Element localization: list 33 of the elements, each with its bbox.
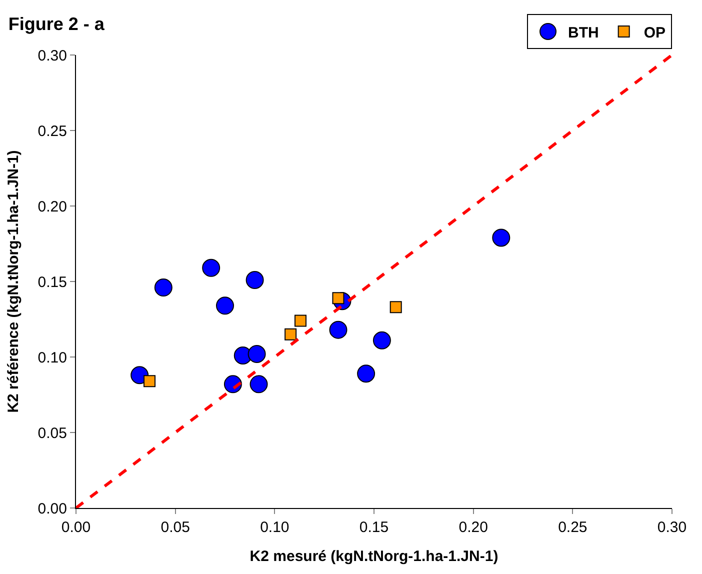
y-tick-label: 0.20 <box>38 198 67 216</box>
point <box>144 375 156 388</box>
point <box>492 228 510 247</box>
point <box>284 328 297 340</box>
y-tick-label: 0.00 <box>38 500 67 518</box>
y-axis-title: K2 référence (kgN.tNorg-1.ha-1.JN-1) <box>5 150 22 413</box>
point <box>372 331 391 350</box>
point <box>248 344 266 363</box>
point <box>357 364 376 383</box>
y-tick-label: 0.10 <box>38 349 67 366</box>
x-tick-label: 0.30 <box>657 519 687 536</box>
point <box>154 278 172 297</box>
legend-label: BTH <box>568 24 599 42</box>
point <box>390 301 402 314</box>
y-tick-label: 0.05 <box>38 424 67 442</box>
legend-label: OP <box>644 24 666 42</box>
x-tick-label: 0.10 <box>260 519 290 536</box>
point <box>216 296 234 315</box>
y-tick-label: 0.30 <box>38 47 67 64</box>
point <box>329 320 348 339</box>
x-axis-title: K2 mesuré (kgN.tNorg-1.ha-1.JN-1) <box>250 548 498 565</box>
x-tick-label: 0.25 <box>558 519 588 536</box>
point <box>202 258 220 277</box>
x-tick-label: 0.15 <box>359 519 389 536</box>
chart-title: Figure 2 - a <box>8 14 106 34</box>
point <box>250 375 268 394</box>
x-tick-label: 0.20 <box>458 519 488 536</box>
point <box>294 314 306 327</box>
point <box>246 270 264 289</box>
y-tick-label: 0.25 <box>38 122 67 140</box>
x-tick-label: 0.05 <box>160 519 190 536</box>
x-tick-label: 0.00 <box>61 519 91 536</box>
y-tick-label: 0.15 <box>38 274 67 291</box>
